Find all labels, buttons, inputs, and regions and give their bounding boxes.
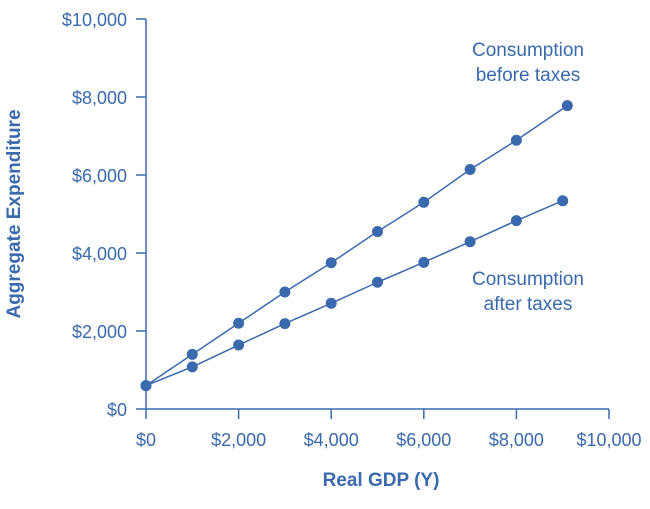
x-tick-label: $4,000 <box>304 430 359 450</box>
x-axis-label: Real GDP (Y) <box>323 470 440 491</box>
data-point <box>233 339 245 351</box>
y-tick-label: $4,000 <box>72 244 127 264</box>
y-tick-label: $2,000 <box>72 322 127 342</box>
x-tick-label: $2,000 <box>211 430 266 450</box>
series-label-after-taxes-line1: Consumption <box>472 269 584 290</box>
data-point <box>561 100 573 112</box>
series-label-before-taxes-line2: before taxes <box>476 65 581 86</box>
data-point <box>140 380 152 392</box>
data-point <box>279 318 291 330</box>
series-line-0 <box>145 104 568 387</box>
data-point <box>464 236 476 248</box>
series-group <box>140 100 573 392</box>
data-point <box>510 134 522 146</box>
x-tick-label: $8,000 <box>489 430 544 450</box>
series-label-after-taxes-line2: after taxes <box>484 294 573 315</box>
x-tick-label: $10,000 <box>576 430 641 450</box>
y-tick-label: $10,000 <box>62 10 127 30</box>
series-line-1 <box>145 200 563 387</box>
data-point <box>233 317 245 329</box>
y-tick-label: $6,000 <box>72 166 127 186</box>
data-point <box>325 297 337 309</box>
data-point <box>418 256 430 268</box>
axes: $0 $2,000 $4,000 $6,000 $8,000 $10,000 $0 $2,00… <box>62 10 642 450</box>
data-point <box>325 257 337 269</box>
data-point <box>510 215 522 227</box>
data-point <box>186 348 198 360</box>
y-tick-label: $8,000 <box>72 88 127 108</box>
data-point <box>372 276 383 288</box>
y-axis-label: Aggregate Expenditure <box>4 109 25 318</box>
x-tick-label: $0 <box>136 430 156 450</box>
data-point <box>372 226 383 238</box>
x-tick-label: $6,000 <box>396 430 451 450</box>
series-label-before-taxes-line1: Consumption <box>472 40 584 61</box>
data-point <box>557 195 569 207</box>
data-point <box>464 164 476 176</box>
data-point <box>418 196 430 208</box>
y-tick-label: $0 <box>107 400 127 420</box>
data-point <box>279 286 291 298</box>
data-point <box>186 361 198 373</box>
